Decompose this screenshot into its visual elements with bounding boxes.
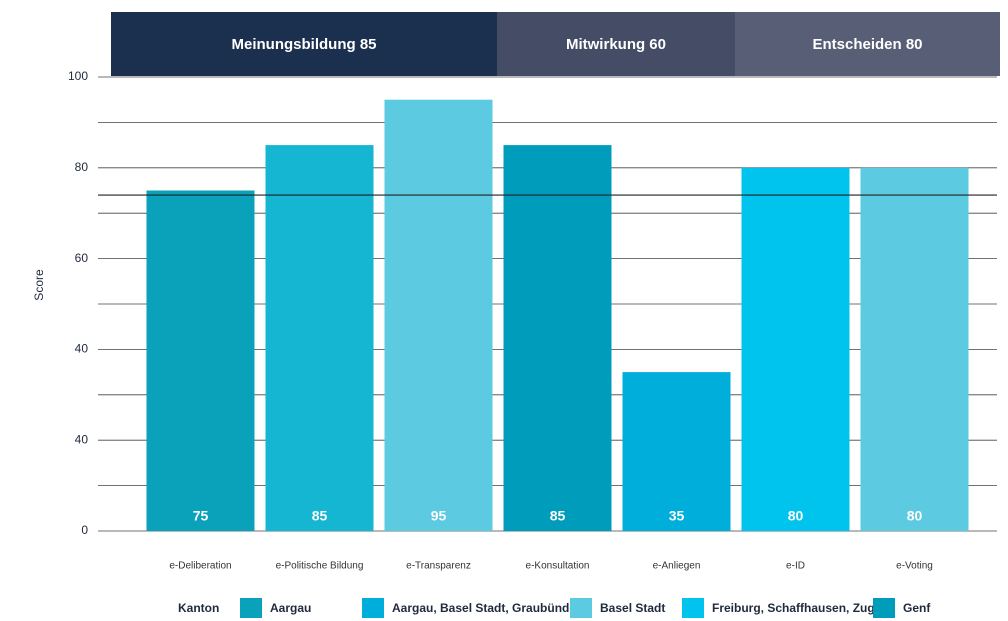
x-tick-label: e-Deliberation — [169, 561, 231, 572]
group-label: Entscheiden 80 — [812, 36, 922, 53]
y-tick-label: 40 — [75, 432, 89, 446]
legend-label: Genf — [903, 601, 931, 615]
bar — [860, 167, 969, 532]
legend-label: Freiburg, Schaffhausen, Zug — [712, 601, 875, 615]
x-tick-label: e-Anliegen — [653, 561, 701, 572]
bar — [503, 145, 612, 531]
value-label: 75 — [193, 508, 209, 524]
value-label: 95 — [431, 508, 447, 524]
x-tick-label: e-Politische Bildung — [276, 561, 364, 572]
group-band — [735, 12, 1000, 76]
bar — [265, 145, 374, 531]
legend-label: Aargau, Basel Stadt, Graubünden — [392, 601, 583, 615]
bar — [622, 372, 731, 531]
group-label: Mitwirkung 60 — [566, 36, 666, 53]
x-tick-label: e-Transparenz — [406, 561, 471, 572]
legend-label: Aargau — [270, 601, 311, 615]
bar — [741, 167, 850, 532]
legend-swatch — [362, 598, 384, 618]
y-tick-label: 60 — [75, 251, 89, 265]
value-label: 80 — [788, 508, 804, 524]
x-tick-label: e-Voting — [896, 561, 933, 572]
legend-swatch — [240, 598, 262, 618]
y-tick-label: 0 — [81, 523, 88, 537]
legend-swatch — [682, 598, 704, 618]
bar — [146, 190, 255, 531]
legend-swatch — [570, 598, 592, 618]
y-tick-label: 40 — [75, 342, 89, 356]
x-tick-label: e-Konsultation — [526, 561, 590, 572]
group-label: Meinungsbildung 85 — [232, 36, 377, 53]
value-label: 35 — [669, 508, 685, 524]
y-tick-label: 100 — [68, 69, 88, 83]
legend-swatch — [873, 598, 895, 618]
legend-label: Basel Stadt — [600, 601, 665, 615]
value-label: 80 — [907, 508, 923, 524]
y-axis-label: Score — [32, 269, 46, 301]
group-band — [497, 12, 735, 76]
group-band — [111, 12, 497, 76]
x-tick-label: e-ID — [786, 561, 805, 572]
value-label: 85 — [550, 508, 566, 524]
bar — [384, 99, 493, 531]
value-label: 85 — [312, 508, 328, 524]
y-tick-label: 80 — [75, 160, 89, 174]
legend-title: Kanton — [178, 601, 219, 615]
